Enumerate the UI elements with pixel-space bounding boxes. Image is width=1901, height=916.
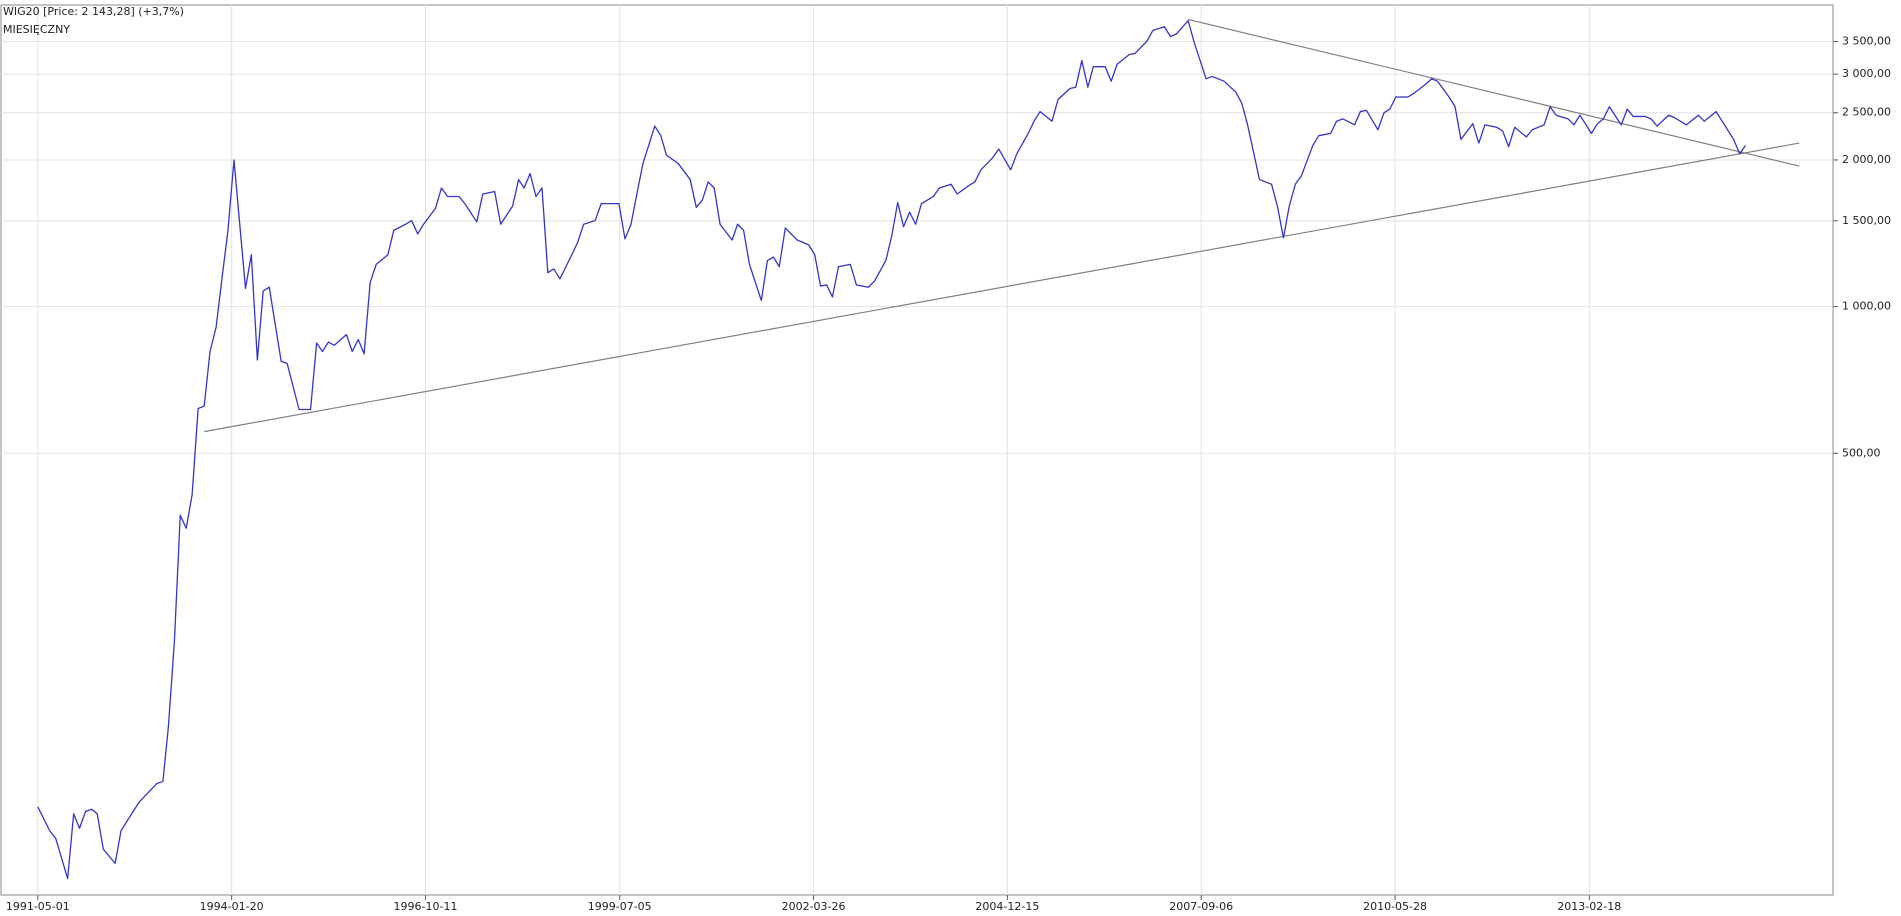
trend-line [1188, 18, 1800, 167]
x-tick-label: 2004-12-15 [975, 900, 1039, 913]
y-tick-label: 1 500,00 [1842, 214, 1891, 227]
x-tick-label: 1991-05-01 [6, 900, 70, 913]
trend-line [204, 142, 1800, 433]
x-tick-label: 2010-05-28 [1363, 900, 1427, 913]
x-tick-label: 1996-10-11 [394, 900, 458, 913]
x-tick-label: 2002-03-26 [782, 900, 846, 913]
chart-subtitle: MIESIĘCZNY [3, 23, 70, 36]
axes: 500,00 1 000,00 1 500,00 2 000,00 2 500,00 3 … [6, 35, 1891, 913]
y-tick-label: 2 000,00 [1842, 153, 1891, 166]
y-tick-label: 2 500,00 [1842, 106, 1891, 119]
y-tick-label: 3 000,00 [1842, 67, 1891, 80]
y-tick-label: 1 000,00 [1842, 300, 1891, 313]
x-tick-label: 1994-01-20 [200, 900, 264, 913]
y-tick-label: 3 500,00 [1842, 35, 1891, 48]
chart-title: WIG20 [Price: 2 143,28] (+3,7%) [3, 5, 184, 18]
x-tick-label: 1999-07-05 [588, 900, 652, 913]
y-tick-label: 500,00 [1842, 446, 1881, 459]
plot-frame [0, 4, 1834, 896]
x-tick-label: 2013-02-18 [1557, 900, 1621, 913]
grid [1, 5, 1833, 895]
plot-area [37, 18, 1800, 880]
x-tick-label: 2007-09-06 [1169, 900, 1233, 913]
price-line [37, 19, 1747, 880]
